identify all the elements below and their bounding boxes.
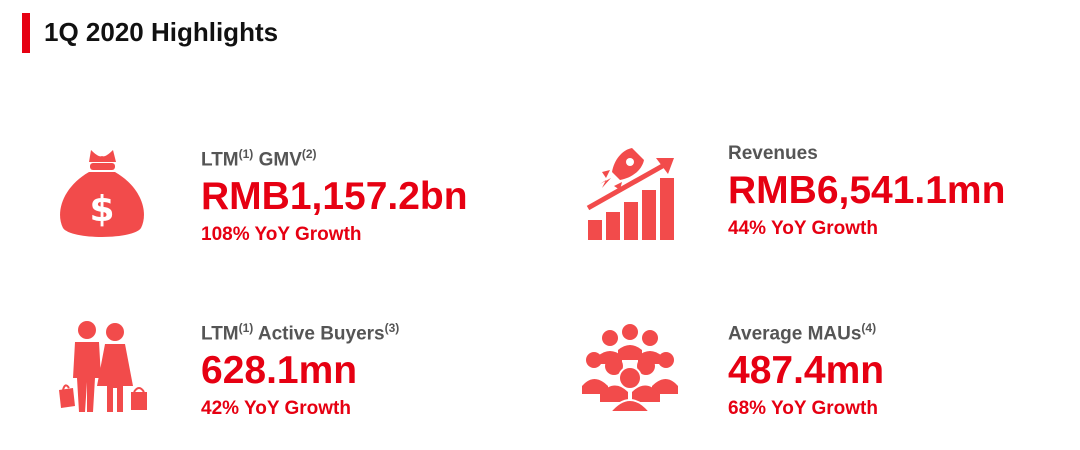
- title-accent-bar: [22, 13, 30, 53]
- metric-growth: 44% YoY Growth: [728, 218, 878, 239]
- metric-label: LTM(1) Active Buyers(3): [201, 321, 400, 345]
- metric-label: Revenues: [728, 143, 818, 164]
- metric-card-active-buyers: LTM(1) Active Buyers(3) 628.1mn 42% YoY …: [53, 316, 553, 436]
- svg-text:$: $: [89, 189, 114, 230]
- metric-value: RMB1,157.2bn: [201, 175, 468, 219]
- metric-value: 487.4mn: [728, 349, 885, 393]
- metric-value: RMB6,541.1mn: [728, 169, 1006, 212]
- metric-card-average-maus: Average MAUs(4) 487.4mn 68% YoY Growth: [580, 316, 1080, 436]
- metric-card-gmv: $ LTM(1) GMV(2) RMB1,157.2bn 108% YoY Gr…: [53, 142, 553, 262]
- rocket-growth-chart-icon: [580, 142, 680, 242]
- metric-label: Average MAUs(4): [728, 321, 877, 345]
- money-bag-icon: $: [53, 142, 153, 242]
- shoppers-icon: [53, 316, 153, 416]
- metric-label: LTM(1) GMV(2): [201, 147, 317, 171]
- metric-growth: 68% YoY Growth: [728, 398, 878, 420]
- metric-growth: 42% YoY Growth: [201, 398, 351, 420]
- group-of-people-icon: [580, 316, 680, 416]
- metric-card-revenues: Revenues RMB6,541.1mn 44% YoY Growth: [580, 142, 1080, 262]
- page-title: 1Q 2020 Highlights: [44, 17, 279, 47]
- metric-value: 628.1mn: [201, 349, 358, 393]
- metric-growth: 108% YoY Growth: [201, 224, 362, 246]
